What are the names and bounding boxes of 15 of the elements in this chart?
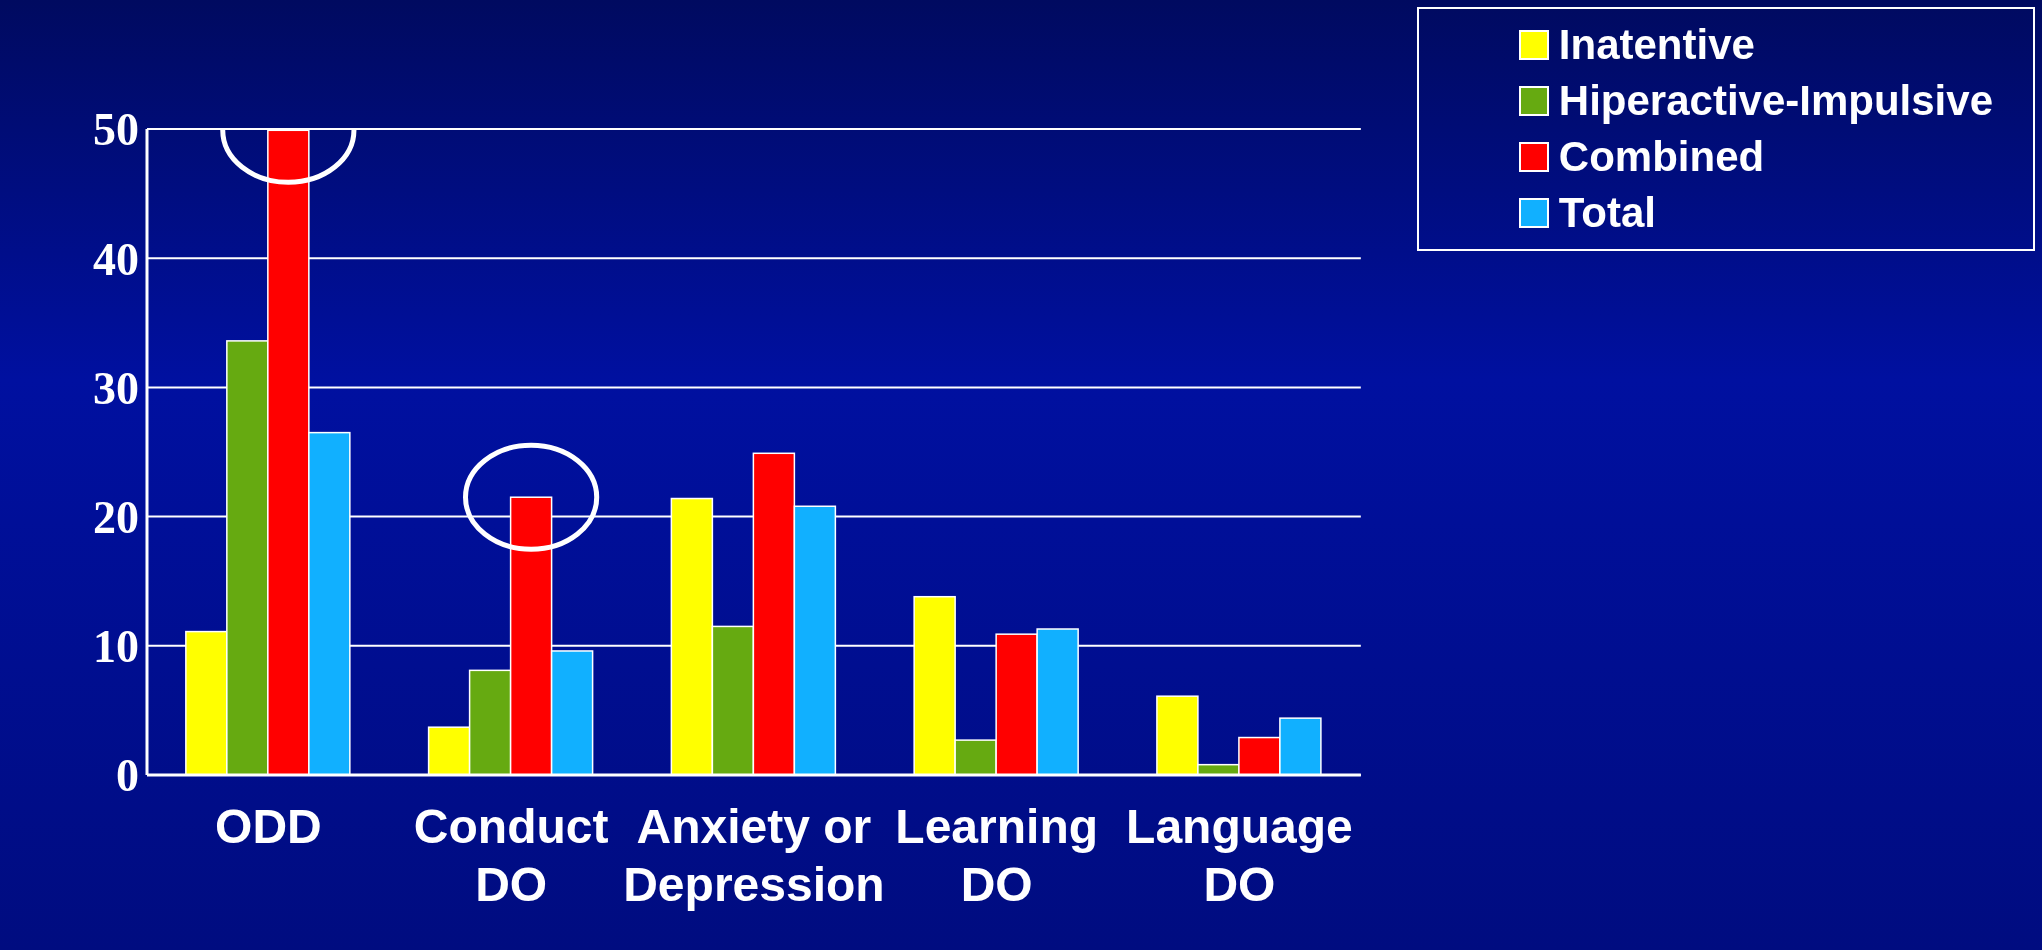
legend-label: Total bbox=[1558, 189, 1657, 237]
legend-label: Combined bbox=[1558, 133, 1765, 181]
y-tick-label: 50 bbox=[93, 104, 139, 156]
x-tick-label: Language DO bbox=[1126, 800, 1353, 911]
y-tick-label: 30 bbox=[93, 362, 139, 414]
y-tick-label: 0 bbox=[116, 750, 139, 802]
legend-label: Inatentive bbox=[1558, 21, 1755, 69]
x-tick-label: ODD bbox=[215, 800, 322, 853]
x-tick-label: Anxiety or Depression bbox=[623, 800, 885, 911]
x-tick-label: Conduct DO bbox=[413, 800, 609, 911]
y-tick-label: 20 bbox=[93, 491, 139, 543]
y-tick-label: 40 bbox=[93, 233, 139, 285]
x-tick-label: Learning DO bbox=[895, 800, 1099, 911]
legend-label: Hiperactive-Impulsive bbox=[1558, 77, 1993, 125]
y-tick-label: 10 bbox=[93, 621, 139, 673]
